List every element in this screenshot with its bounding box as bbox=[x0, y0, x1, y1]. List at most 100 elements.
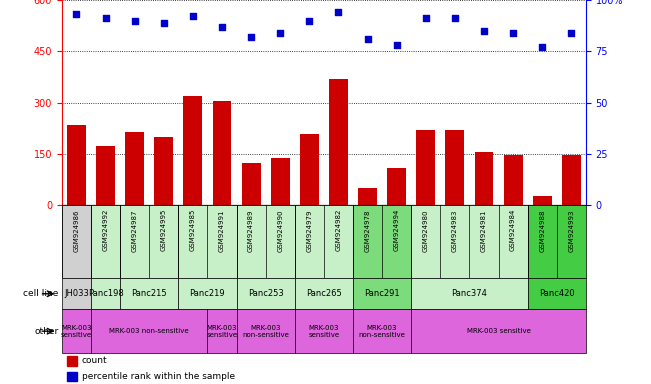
Text: GSM924990: GSM924990 bbox=[277, 209, 283, 252]
Bar bbox=[62, 278, 91, 309]
Bar bbox=[91, 309, 208, 353]
Text: MRK-003 non-sensitive: MRK-003 non-sensitive bbox=[109, 328, 189, 334]
Text: JH033: JH033 bbox=[64, 289, 89, 298]
Text: GSM924988: GSM924988 bbox=[539, 209, 546, 252]
Text: Panc420: Panc420 bbox=[539, 289, 575, 298]
Bar bbox=[236, 309, 295, 353]
Text: GSM924983: GSM924983 bbox=[452, 209, 458, 252]
Bar bbox=[67, 125, 86, 205]
Bar bbox=[154, 137, 173, 205]
Point bbox=[391, 42, 402, 48]
Text: count: count bbox=[82, 356, 107, 366]
Bar bbox=[91, 205, 120, 278]
Point bbox=[566, 30, 577, 36]
Bar bbox=[353, 205, 411, 278]
Point bbox=[450, 15, 460, 22]
Point bbox=[363, 36, 373, 42]
Bar bbox=[178, 205, 236, 278]
Bar bbox=[67, 356, 77, 366]
Text: Panc265: Panc265 bbox=[306, 289, 342, 298]
Point bbox=[100, 15, 111, 22]
Text: Panc253: Panc253 bbox=[248, 289, 284, 298]
Point bbox=[130, 18, 140, 24]
Text: MRK-003
sensitive: MRK-003 sensitive bbox=[309, 325, 339, 338]
Bar bbox=[504, 155, 523, 205]
Bar bbox=[562, 155, 581, 205]
Text: GSM924978: GSM924978 bbox=[365, 209, 370, 252]
Text: MRK-003
sensitive: MRK-003 sensitive bbox=[61, 325, 92, 338]
Text: GSM924980: GSM924980 bbox=[422, 209, 429, 252]
Text: GSM924982: GSM924982 bbox=[335, 209, 341, 252]
Text: MRK-003 sensitive: MRK-003 sensitive bbox=[467, 328, 531, 334]
Point bbox=[421, 15, 431, 22]
Text: other: other bbox=[35, 327, 59, 336]
Text: GSM924984: GSM924984 bbox=[510, 209, 516, 252]
Text: Panc215: Panc215 bbox=[132, 289, 167, 298]
Bar bbox=[445, 130, 464, 205]
Bar bbox=[475, 152, 493, 205]
Bar bbox=[528, 278, 586, 309]
Bar bbox=[416, 130, 436, 205]
Text: GSM924995: GSM924995 bbox=[161, 209, 167, 252]
Bar bbox=[91, 278, 120, 309]
Point bbox=[217, 24, 227, 30]
Bar bbox=[295, 278, 353, 309]
Bar bbox=[387, 168, 406, 205]
Text: GSM924987: GSM924987 bbox=[132, 209, 137, 252]
Bar bbox=[353, 309, 411, 353]
Bar bbox=[528, 205, 586, 278]
Text: GSM924994: GSM924994 bbox=[394, 209, 400, 252]
Point bbox=[478, 28, 489, 34]
Text: GSM924992: GSM924992 bbox=[102, 209, 109, 252]
Bar bbox=[411, 205, 528, 278]
Text: Panc219: Panc219 bbox=[189, 289, 225, 298]
Point bbox=[333, 9, 344, 15]
Bar bbox=[411, 278, 528, 309]
Bar bbox=[358, 188, 377, 205]
Point bbox=[508, 30, 518, 36]
Bar bbox=[295, 205, 353, 278]
Point bbox=[187, 13, 198, 20]
Bar bbox=[236, 278, 295, 309]
Point bbox=[246, 34, 256, 40]
Text: GSM924985: GSM924985 bbox=[190, 209, 196, 252]
Bar bbox=[295, 309, 353, 353]
Text: Panc198: Panc198 bbox=[88, 289, 124, 298]
Bar bbox=[271, 157, 290, 205]
Bar bbox=[300, 134, 319, 205]
Bar bbox=[329, 79, 348, 205]
Bar bbox=[120, 278, 178, 309]
Text: GSM924991: GSM924991 bbox=[219, 209, 225, 252]
Text: Panc291: Panc291 bbox=[365, 289, 400, 298]
Point bbox=[537, 44, 547, 50]
Bar bbox=[353, 278, 411, 309]
Point bbox=[304, 18, 314, 24]
Text: cell line: cell line bbox=[23, 289, 59, 298]
Bar bbox=[120, 205, 178, 278]
Text: GSM924989: GSM924989 bbox=[248, 209, 254, 252]
Point bbox=[275, 30, 285, 36]
Point bbox=[159, 20, 169, 26]
Bar bbox=[178, 278, 236, 309]
Bar bbox=[62, 205, 91, 278]
Point bbox=[71, 11, 81, 17]
Bar bbox=[125, 132, 144, 205]
Text: Panc374: Panc374 bbox=[452, 289, 488, 298]
Bar bbox=[62, 309, 91, 353]
Text: GSM924993: GSM924993 bbox=[568, 209, 574, 252]
Text: MRK-003
non-sensitive: MRK-003 non-sensitive bbox=[242, 325, 289, 338]
Bar bbox=[184, 96, 202, 205]
Text: MRK-003
sensitive: MRK-003 sensitive bbox=[206, 325, 238, 338]
Bar bbox=[411, 309, 586, 353]
Bar bbox=[208, 309, 236, 353]
Bar bbox=[67, 372, 77, 381]
Text: GSM924979: GSM924979 bbox=[307, 209, 312, 252]
Bar bbox=[96, 146, 115, 205]
Bar bbox=[212, 101, 232, 205]
Text: GSM924986: GSM924986 bbox=[74, 209, 79, 252]
Bar bbox=[533, 196, 551, 205]
Text: GSM924981: GSM924981 bbox=[481, 209, 487, 252]
Bar bbox=[242, 163, 260, 205]
Text: MRK-003
non-sensitive: MRK-003 non-sensitive bbox=[359, 325, 406, 338]
Bar bbox=[236, 205, 295, 278]
